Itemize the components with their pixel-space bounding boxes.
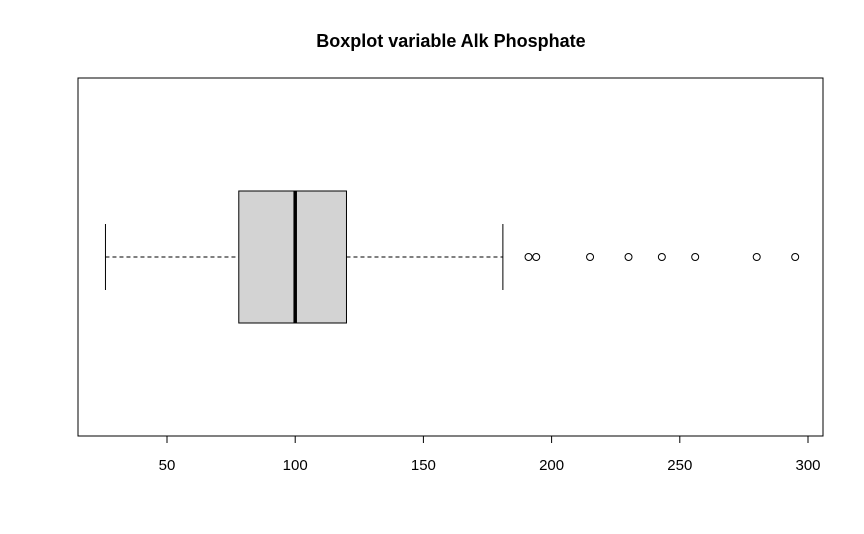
outlier-point (691, 253, 700, 261)
x-tick-label: 100 (283, 457, 308, 474)
outlier-point (752, 253, 761, 261)
iqr-box (238, 190, 347, 324)
x-tick-label: 50 (159, 457, 176, 474)
x-tick-label: 250 (667, 457, 692, 474)
outlier-point (524, 253, 533, 261)
chart-title: Boxplot variable Alk Phosphate (316, 31, 585, 51)
x-axis: 50 100 150 200 250 300 (159, 435, 821, 474)
outlier-point (586, 253, 595, 261)
x-tick-label: 300 (795, 457, 820, 474)
outlier-point (657, 253, 666, 261)
x-tick-label: 150 (411, 457, 436, 474)
outliers (524, 253, 800, 261)
outlier-point (532, 253, 541, 261)
outlier-point (624, 253, 633, 261)
outlier-point (791, 253, 800, 261)
boxplot (104, 190, 504, 324)
x-tick-label: 200 (539, 457, 564, 474)
